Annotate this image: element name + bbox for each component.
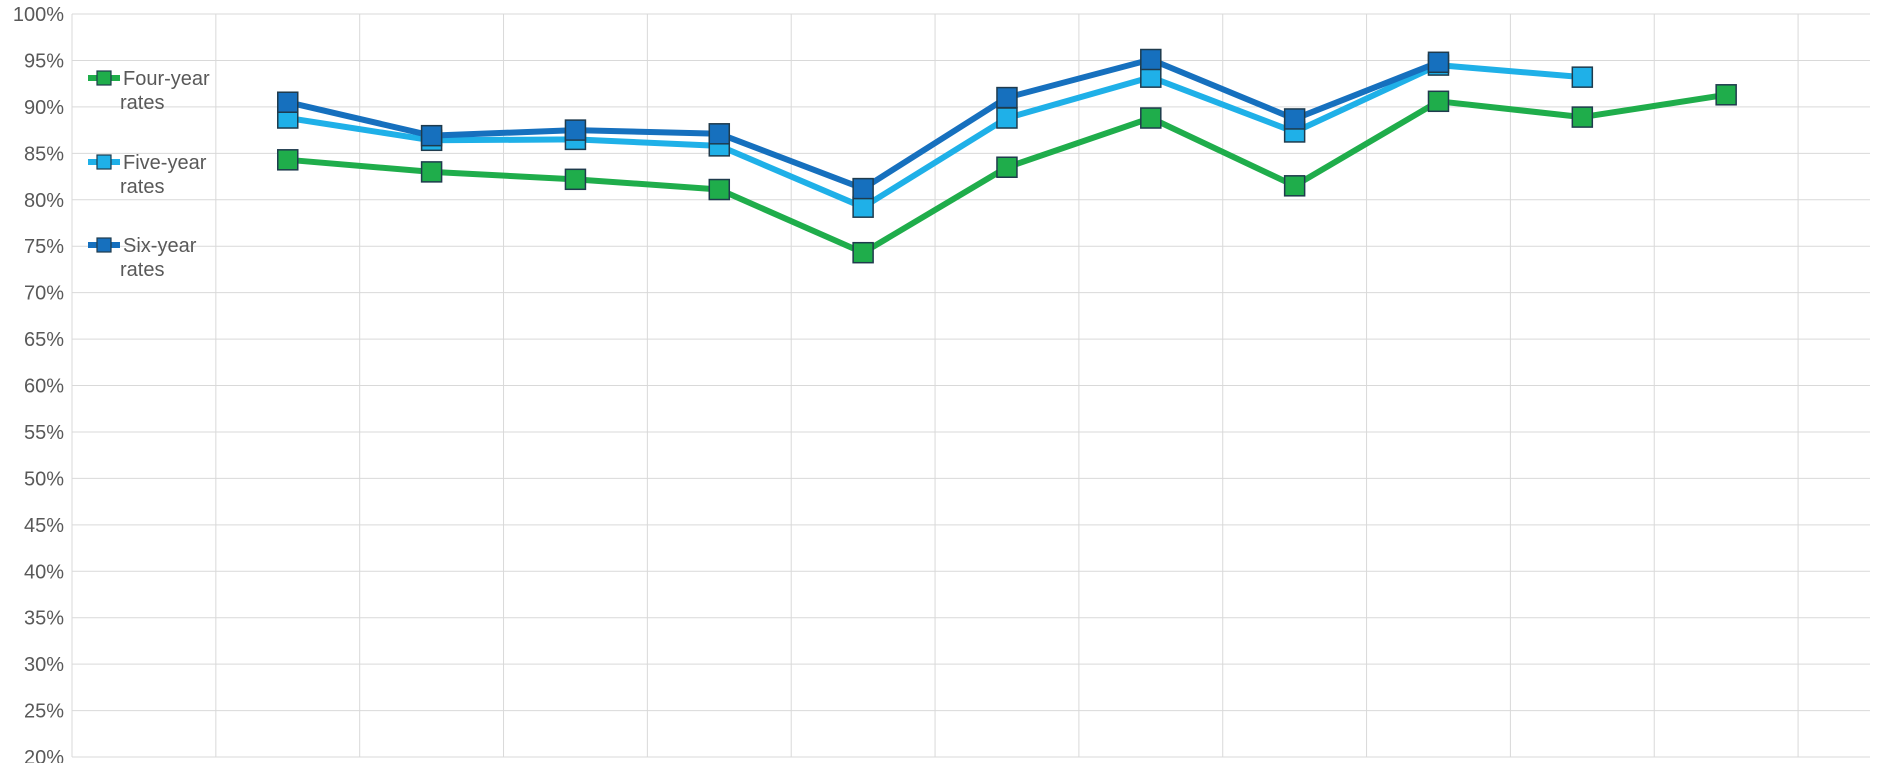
data-point-marker bbox=[996, 107, 1018, 129]
data-point-marker bbox=[564, 119, 587, 141]
y-tick-label: 40% bbox=[24, 561, 64, 583]
legend-marker bbox=[96, 237, 112, 253]
data-point-marker bbox=[852, 196, 874, 218]
series-layer bbox=[277, 48, 1737, 264]
series-line bbox=[287, 62, 1583, 211]
y-tick-label: 75% bbox=[24, 236, 64, 258]
data-point-marker bbox=[1283, 108, 1306, 130]
legend-label: Five-year bbox=[123, 152, 207, 174]
data-point-marker bbox=[708, 178, 731, 201]
data-point-marker bbox=[996, 86, 1018, 109]
y-tick-label: 90% bbox=[24, 97, 64, 119]
data-point-marker bbox=[852, 241, 874, 264]
series-1 bbox=[277, 84, 1737, 264]
data-point-marker bbox=[564, 168, 587, 191]
data-point-marker bbox=[1571, 106, 1594, 128]
y-tick-label: 60% bbox=[24, 376, 64, 398]
data-point-marker bbox=[277, 149, 299, 171]
y-tick-label: 85% bbox=[24, 143, 64, 165]
legend-label: rates bbox=[120, 176, 164, 198]
data-point-marker bbox=[852, 177, 874, 200]
data-point-marker bbox=[708, 123, 731, 145]
data-point-marker bbox=[277, 91, 299, 113]
y-tick-label: 25% bbox=[24, 701, 64, 723]
data-point-marker bbox=[1715, 84, 1737, 106]
legend-label: Six-year bbox=[123, 235, 197, 257]
y-axis: 20% 25% 30% 35% 40% 45% 50% 55% 60% 65% 70% 75% 80% 8… bbox=[13, 4, 64, 763]
y-tick-label: 55% bbox=[24, 422, 64, 444]
y-tick-label: 35% bbox=[24, 608, 64, 630]
data-point-marker bbox=[1283, 175, 1306, 197]
y-tick-label: 30% bbox=[24, 654, 64, 676]
y-tick-label: 95% bbox=[24, 50, 64, 72]
data-point-marker bbox=[1571, 66, 1594, 88]
legend-marker bbox=[96, 70, 112, 86]
y-tick-label: 100% bbox=[13, 4, 64, 26]
series-3 bbox=[277, 48, 1450, 200]
data-point-marker bbox=[1427, 51, 1450, 74]
legend-marker bbox=[96, 154, 112, 170]
data-point-marker bbox=[996, 156, 1018, 178]
y-tick-label: 50% bbox=[24, 468, 64, 490]
legend-label: rates bbox=[120, 259, 164, 281]
data-point-marker bbox=[1427, 90, 1450, 113]
y-tick-label: 45% bbox=[24, 515, 64, 537]
y-tick-label: 80% bbox=[24, 190, 64, 212]
y-tick-label: 70% bbox=[24, 283, 64, 305]
y-tick-label: 65% bbox=[24, 329, 64, 351]
gridlines bbox=[71, 13, 1870, 758]
data-point-marker bbox=[1140, 48, 1162, 71]
y-tick-label: 20% bbox=[24, 747, 64, 763]
data-point-marker bbox=[1140, 107, 1162, 129]
legend-label: Four-year bbox=[123, 68, 210, 90]
data-point-marker bbox=[420, 124, 443, 147]
legend: Four-yearratesFive-yearratesSix-yearrate… bbox=[88, 68, 210, 281]
legend-label: rates bbox=[120, 92, 164, 114]
data-point-marker bbox=[420, 161, 443, 183]
